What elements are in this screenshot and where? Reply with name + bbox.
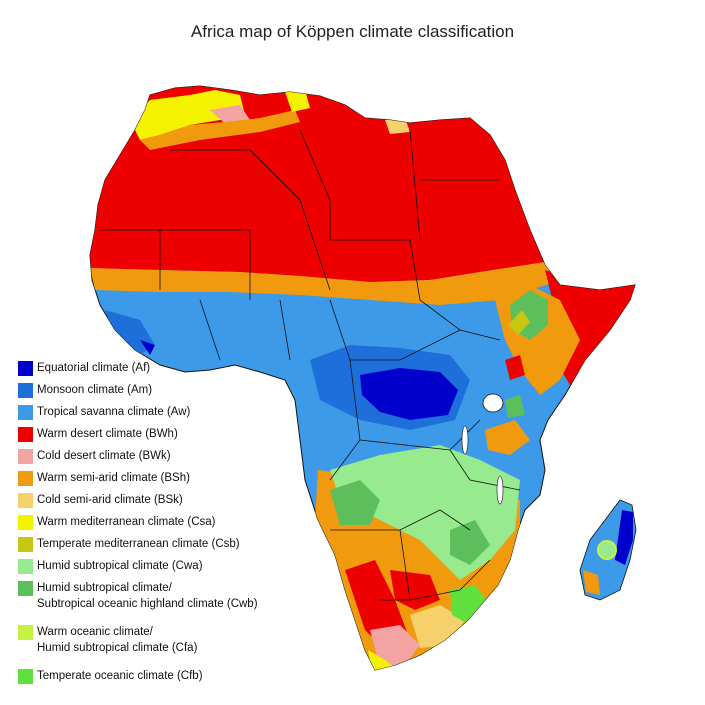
legend-swatch [18,383,33,398]
legend-swatch [18,559,33,574]
zone-bsh-maghreb [140,110,300,150]
border-line [170,149,331,291]
border-line [330,509,471,531]
legend-item: Equatorial climate (Af) [18,360,318,382]
legend-swatch [18,405,33,420]
legend-label: Warm oceanic climate/ Humid subtropical … [37,626,198,654]
zone-csb-ethiopia [508,310,530,335]
legend-label: Equatorial climate (Af) [37,362,151,374]
border-line [279,299,291,361]
legend-label: Humid subtropical climate/ Subtropical o… [37,582,258,610]
legend-label: Humid subtropical climate (Cwa) [37,560,203,572]
legend-label: Cold desert climate (BWk) [37,450,171,462]
legend-item: Tropical savanna climate (Aw) [18,404,318,426]
legend-item: Temperate oceanic climate (Cfb) [18,668,318,690]
madagascar-southwest-bsh [583,570,600,595]
madagascar-east-af [615,510,633,565]
zone-bwk-karoo [370,625,420,668]
border-line [199,299,221,361]
zone-af-congo [360,368,458,420]
legend-swatch [18,625,33,640]
legend-label: Monsoon climate (Am) [37,384,153,396]
zone-bsh-kenya [485,420,530,455]
legend-label: Warm semi-arid climate (BSh) [37,472,190,484]
legend-swatch [18,581,33,596]
legend-swatch [18,669,33,684]
legend-item: Cold semi-arid climate (BSk) [18,492,318,514]
legend-swatch [18,427,33,442]
legend-swatch [18,493,33,508]
legend-label: Cold semi-arid climate (BSk) [37,494,183,506]
zone-cwb-kenya [505,395,525,418]
legend-item: Humid subtropical climate/ Subtropical o… [18,580,318,624]
zone-csa-cape [368,650,395,670]
legend-label: Warm mediterranean climate (Csa) [37,516,216,528]
zone-cwb-zambia [330,480,380,525]
madagascar [579,499,637,601]
legend-label: Tropical savanna climate (Aw) [37,406,191,418]
legend-swatch [18,449,33,464]
zone-af-liberia [140,340,155,355]
legend-item: Humid subtropical climate (Cwa) [18,558,318,580]
legend-item: Temperate mediterranean climate (Csb) [18,536,318,558]
border-line [449,449,521,491]
legend-item: Monsoon climate (Am) [18,382,318,404]
legend-swatch [18,471,33,486]
border-line [329,299,461,361]
zone-csa-maghreb [130,90,245,140]
lake-victoria [482,393,504,413]
zone-cwb-zimbabwe [450,520,490,565]
legend-swatch [18,537,33,552]
legend-item: Warm desert climate (BWh) [18,426,318,448]
legend-item: Warm oceanic climate/ Humid subtropical … [18,624,318,668]
legend-label: Temperate oceanic climate (Cfb) [37,670,203,682]
legend: Equatorial climate (Af) Monsoon climate (… [18,360,318,690]
zone-csa-tunisia [285,90,310,112]
legend-item: Warm semi-arid climate (BSh) [18,470,318,492]
border-line [409,129,421,241]
zone-bsh-sahel [90,262,555,305]
border-line [100,229,161,290]
lake-malawi [496,475,504,505]
country-borders [100,129,521,601]
border-line [160,229,251,300]
border-line [419,299,501,341]
legend-swatch [18,361,33,376]
legend-label: Warm desert climate (BWh) [37,428,178,440]
zone-bwh-kenya [505,355,525,380]
map-title: Africa map of Köppen climate classificat… [190,22,515,41]
climate-zones [90,86,635,670]
legend-item: Cold desert climate (BWk) [18,448,318,470]
lake-tanganyika [461,425,469,455]
border-line [409,559,491,601]
legend-item: Warm mediterranean climate (Csa) [18,514,318,536]
madagascar-highland [597,540,617,560]
border-line [299,129,421,301]
legend-label: Temperate mediterranean climate (Csb) [37,538,240,550]
legend-swatch [18,515,33,530]
